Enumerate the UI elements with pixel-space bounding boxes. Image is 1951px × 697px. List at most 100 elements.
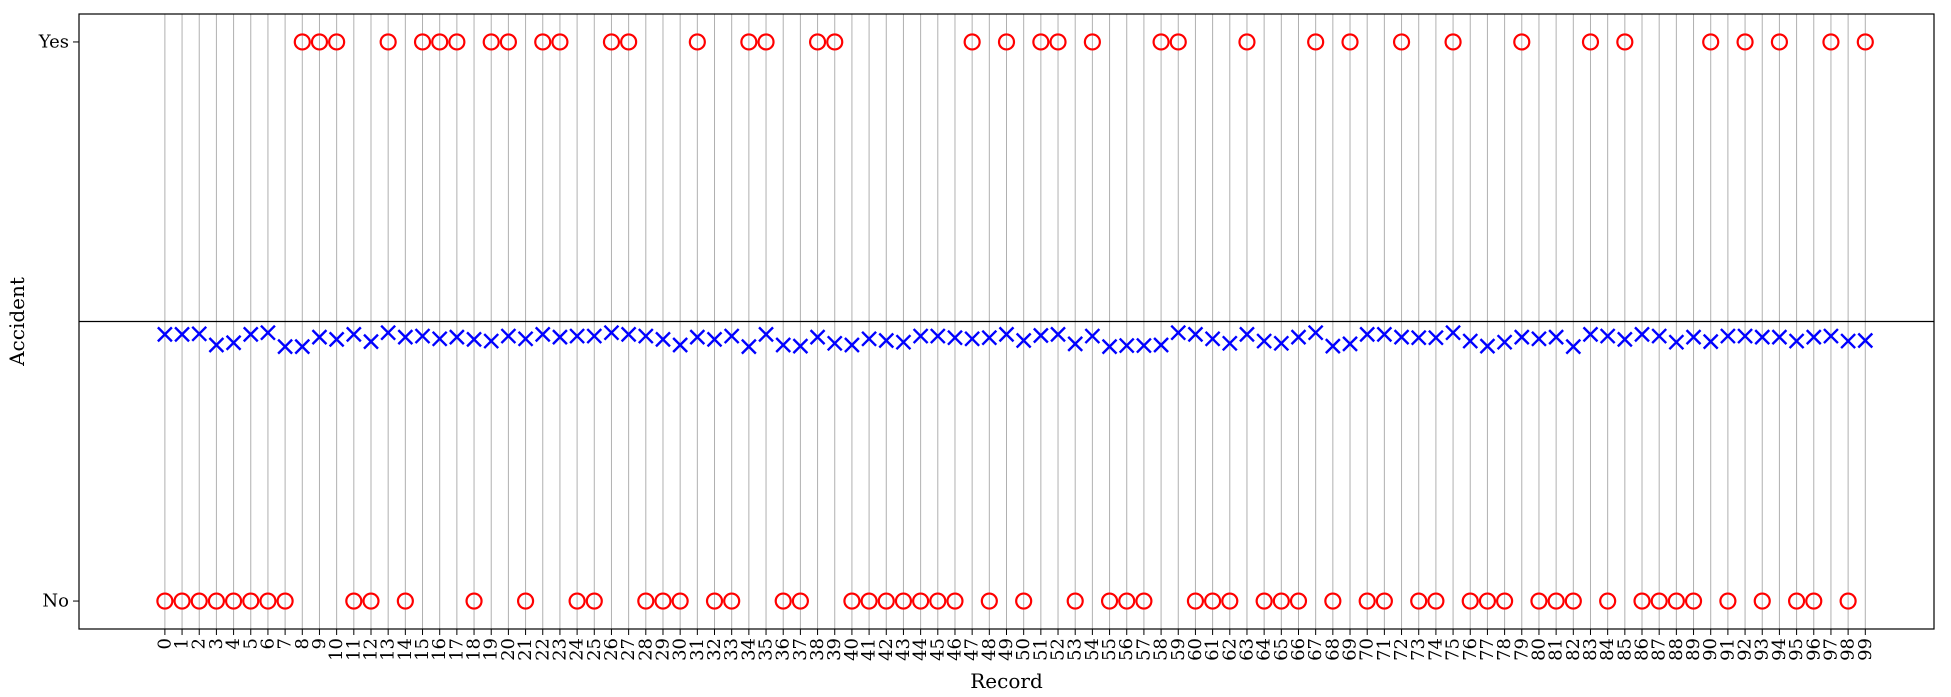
x-point: [1840, 333, 1856, 349]
x-tick-label: 90: [1700, 638, 1721, 661]
x-tick-label: 94: [1769, 638, 1790, 661]
circle-point: [1083, 33, 1101, 51]
x-tick-label: 69: [1340, 638, 1361, 661]
circle-point: [293, 33, 311, 51]
circle-point: [894, 592, 913, 610]
x-point: [1170, 324, 1187, 341]
x-point: [1359, 326, 1376, 343]
x-tick-label: 30: [670, 638, 691, 661]
circle-point: [1496, 592, 1514, 610]
circle-point: [499, 33, 517, 51]
x-tick-label: 12: [360, 638, 381, 661]
x-tick-label: 88: [1666, 638, 1687, 661]
x-tick-label: 86: [1632, 638, 1653, 661]
x-point: [1720, 328, 1736, 344]
x-point: [157, 326, 173, 343]
x-point: [1118, 337, 1135, 354]
circle-point: [362, 592, 380, 610]
x-point: [449, 329, 465, 346]
circle-point: [1410, 592, 1428, 610]
x-tick-label: 11: [343, 638, 364, 661]
x-tick-label: 82: [1563, 638, 1584, 661]
circle-point: [1770, 33, 1789, 51]
circle-point: [1478, 592, 1497, 610]
x-point: [1307, 324, 1324, 341]
x-tick-label: 55: [1099, 638, 1120, 661]
x-point: [174, 326, 190, 343]
x-point: [1153, 337, 1169, 353]
x-point: [242, 326, 259, 343]
x-point: [534, 326, 551, 343]
circle-point: [740, 33, 758, 51]
circle-point: [1152, 33, 1170, 51]
circle-point: [448, 33, 466, 51]
x-tick-label: 45: [927, 638, 948, 661]
x-tick-label: 64: [1254, 638, 1275, 661]
series-x-markers: [157, 324, 1874, 355]
x-point: [603, 324, 620, 341]
x-point: [1531, 330, 1547, 347]
x-point: [225, 334, 242, 351]
x-tick-label: 72: [1391, 638, 1412, 661]
circle-point: [1702, 33, 1720, 51]
circle-point: [379, 33, 397, 51]
x-tick-label: 1: [172, 638, 193, 649]
circle-point: [1633, 592, 1651, 610]
x-point: [1101, 338, 1118, 355]
circle-point: [705, 592, 724, 610]
circle-point: [1221, 592, 1239, 610]
x-tick-label: 62: [1219, 638, 1240, 661]
x-point: [552, 329, 568, 346]
x-tick-label: 16: [429, 638, 450, 661]
x-tick-label: 79: [1511, 638, 1532, 661]
circle-point: [1753, 592, 1771, 610]
x-tick-label: 75: [1443, 638, 1464, 661]
x-tick-label: 59: [1168, 638, 1189, 661]
x-point: [380, 324, 397, 341]
circle-point: [620, 33, 638, 51]
x-point: [1462, 333, 1479, 349]
x-tick-label: 52: [1048, 638, 1069, 661]
x-point: [328, 331, 345, 348]
x-tick-label: 51: [1030, 638, 1051, 661]
x-tick-label: 9: [309, 638, 330, 649]
x-point: [741, 338, 757, 355]
x-point: [620, 326, 637, 343]
x-tick-label: 70: [1357, 638, 1378, 661]
y-tick-label-no: No: [42, 591, 69, 612]
circle-point: [1066, 592, 1084, 610]
x-point: [1410, 329, 1427, 346]
x-tick-label: 58: [1151, 638, 1172, 661]
circle-point: [946, 592, 964, 610]
circle-point: [1616, 33, 1634, 51]
x-tick-label: 34: [738, 638, 759, 661]
circle-point: [1650, 592, 1668, 610]
circle-point: [688, 33, 706, 51]
y-axis-ticks: Yes No: [38, 31, 79, 612]
x-tick-label: 53: [1065, 638, 1086, 661]
x-point: [861, 330, 877, 347]
x-tick-label: 77: [1477, 638, 1498, 661]
x-tick-label: 50: [1013, 638, 1034, 661]
circle-point: [1513, 33, 1531, 51]
x-tick-label: 43: [893, 638, 914, 661]
x-point: [260, 324, 276, 341]
x-tick-label: 44: [910, 638, 931, 661]
circle-point: [929, 592, 947, 610]
x-point: [1015, 332, 1032, 349]
x-point: [637, 328, 654, 344]
x-point: [809, 329, 826, 346]
x-tick-label: 61: [1202, 638, 1223, 661]
circle-point: [1461, 592, 1479, 610]
x-tick-label: 36: [773, 638, 794, 661]
x-point: [1496, 334, 1513, 351]
x-point: [1084, 328, 1101, 344]
x-point: [1548, 329, 1564, 346]
circle-point: [242, 592, 260, 610]
x-point: [1445, 324, 1461, 341]
circle-point: [1238, 33, 1256, 51]
circle-point: [1204, 592, 1222, 610]
x-tick-label: 81: [1546, 638, 1567, 661]
x-tick-label: 27: [618, 638, 639, 661]
circle-point: [1255, 592, 1273, 610]
